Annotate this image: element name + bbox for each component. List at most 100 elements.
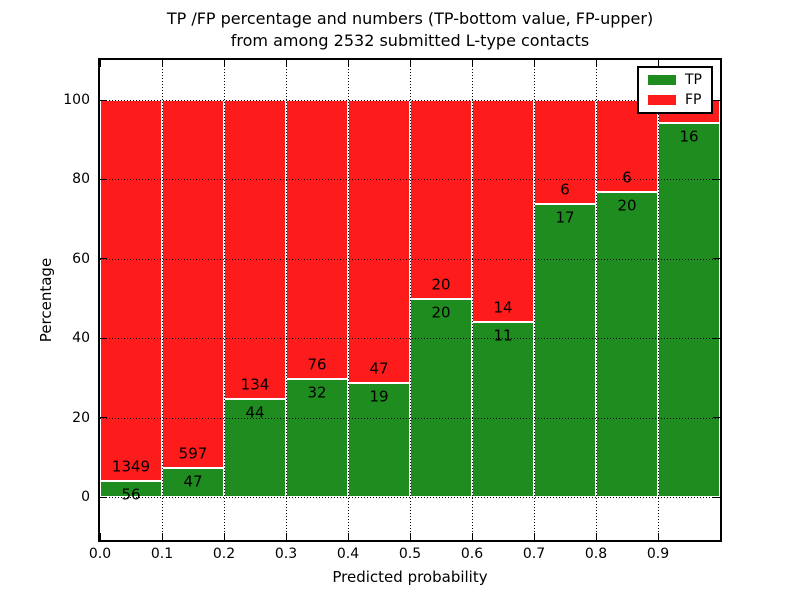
x-tick-mark (719, 533, 721, 540)
fp-count-label: 76 (307, 355, 327, 374)
tp-count-label: 19 (369, 387, 389, 406)
y-gridline (100, 417, 720, 419)
x-tick-mark (161, 60, 163, 67)
x-tick-label: 0.3 (274, 546, 298, 562)
bar-tp-segment (596, 191, 658, 497)
y-tick-mark (100, 496, 107, 498)
x-tick-mark (223, 60, 225, 67)
plot-area: TP FP 1349 56 597 47 134 44 76 32 47 19 20 20 14 11 6 17… (99, 60, 721, 540)
legend: TP FP (637, 66, 713, 114)
y-gridline (100, 338, 720, 340)
x-tick-mark (657, 533, 659, 540)
x-tick-mark (409, 533, 411, 540)
bar-fp-segment (348, 100, 410, 383)
x-tick-mark (347, 533, 349, 540)
y-tick-mark (713, 496, 720, 498)
fp-count-label: 47 (369, 359, 389, 378)
fp-count-label: 20 (431, 275, 451, 293)
legend-label: FP (685, 92, 702, 108)
fp-count-label: 597 (178, 444, 208, 463)
x-tick-mark (347, 60, 349, 67)
x-tick-mark (99, 533, 101, 540)
fp-count-label: 6 (560, 180, 570, 199)
bar-fp-segment (410, 100, 472, 299)
bar-fp-segment (100, 100, 162, 482)
y-tick-mark (100, 99, 107, 101)
x-tick-mark (471, 60, 473, 67)
bar-fp-segment (224, 100, 286, 399)
legend-swatch (648, 95, 676, 105)
tp-count-label: 11 (493, 326, 513, 345)
x-tick-mark (223, 533, 225, 540)
y-tick-mark (713, 417, 720, 419)
x-tick-label: 0.9 (646, 546, 670, 562)
y-gridline (100, 179, 720, 181)
x-tick-mark (285, 60, 287, 67)
x-tick-mark (595, 60, 597, 67)
x-axis-label: Predicted probability (332, 568, 488, 586)
chart-title-line1: TP /FP percentage and numbers (TP-bottom… (166, 9, 654, 28)
x-gridline (596, 60, 597, 540)
x-tick-mark (99, 60, 101, 67)
x-tick-mark (409, 60, 411, 67)
chart-title: TP /FP percentage and numbers (TP-bottom… (100, 8, 720, 52)
legend-label: TP (685, 72, 702, 88)
x-gridline (410, 60, 411, 540)
y-gridline (100, 258, 720, 260)
y-tick-mark (100, 337, 107, 339)
x-gridline (534, 60, 535, 540)
x-tick-label: 0.2 (212, 546, 236, 562)
x-tick-labels: 0.0 0.1 0.2 0.3 0.4 0.5 0.6 0.7 0.8 0.9 (89, 546, 720, 566)
x-tick-label: 0.4 (336, 546, 360, 562)
x-tick-mark (533, 533, 535, 540)
bar-tp-segment (410, 298, 472, 497)
fp-count-label: 6 (622, 168, 632, 187)
tp-count-label: 47 (183, 472, 203, 491)
y-tick-mark (713, 99, 720, 101)
x-tick-mark (595, 533, 597, 540)
tp-count-label: 20 (617, 196, 637, 215)
y-gridline (100, 497, 720, 498)
y-tick-mark (100, 417, 107, 419)
y-tick-mark (713, 178, 720, 180)
x-tick-mark (161, 533, 163, 540)
y-tick-label: 100 (63, 92, 90, 108)
fp-count-label: 134 (240, 375, 270, 394)
y-tick-mark (713, 337, 720, 339)
x-gridline (348, 60, 349, 540)
x-gridline (286, 60, 287, 540)
bar-tp-segment (100, 481, 162, 497)
legend-item: TP (648, 73, 702, 87)
x-tick-label: 0.0 (88, 546, 112, 562)
bar-fp-segment (286, 100, 348, 380)
x-tick-label: 0.5 (398, 546, 422, 562)
y-tick-label: 60 (72, 250, 90, 267)
bar-tp-segment (162, 468, 224, 497)
bar-fp-segment (162, 100, 224, 469)
y-tick-mark (100, 178, 107, 180)
y-gridline (100, 100, 720, 101)
tp-count-label: 16 (679, 127, 699, 146)
x-tick-label: 0.8 (584, 546, 608, 562)
chart-title-line2: from among 2532 submitted L-type contact… (230, 31, 590, 50)
x-gridline (224, 60, 225, 540)
bar-tp-segment (472, 322, 534, 497)
x-gridline (658, 60, 659, 540)
tp-count-label: 44 (245, 403, 265, 422)
bar-fp-segment (472, 100, 534, 323)
x-tick-mark (533, 60, 535, 67)
x-gridline (472, 60, 473, 540)
y-tick-labels: 0 20 40 60 80 100 (0, 60, 90, 540)
fp-count-label: 14 (493, 298, 513, 317)
legend-item: FP (648, 93, 702, 107)
x-tick-mark (719, 60, 721, 67)
tp-count-label: 56 (121, 485, 141, 504)
x-tick-label: 0.6 (460, 546, 484, 562)
y-tick-label: 40 (72, 330, 90, 347)
x-tick-label: 0.7 (522, 546, 546, 562)
x-tick-mark (471, 533, 473, 540)
legend-swatch (648, 75, 676, 85)
bar-fp-segment (596, 100, 658, 192)
x-tick-mark (657, 60, 659, 67)
bar-tp-segment (224, 398, 286, 497)
